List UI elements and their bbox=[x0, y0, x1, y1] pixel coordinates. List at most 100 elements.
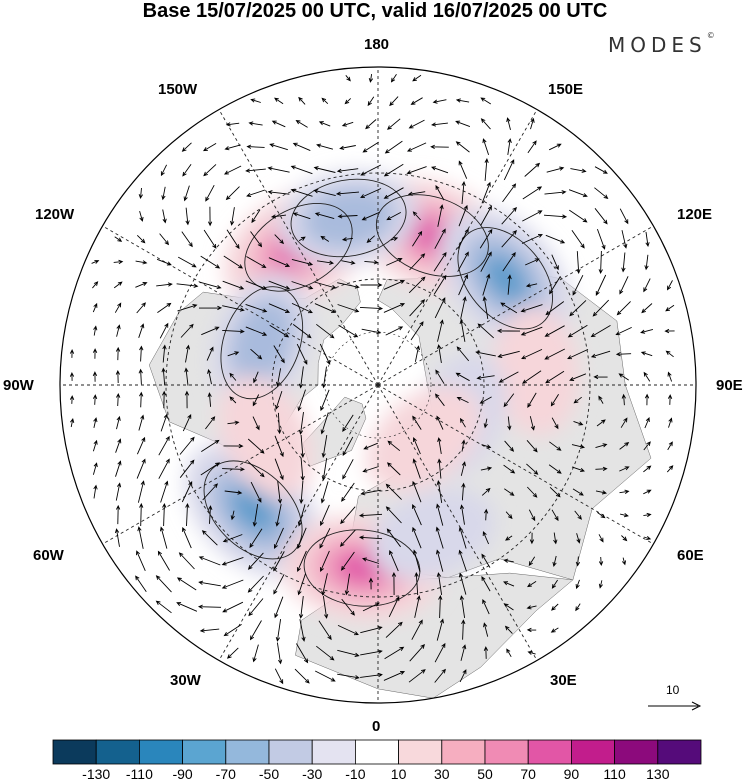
wind-arrow-334 bbox=[158, 435, 170, 456]
wind-arrow-485 bbox=[297, 573, 306, 596]
wind-arrow-306 bbox=[70, 417, 75, 428]
wind-arrow-237 bbox=[92, 348, 98, 359]
wind-arrow-182 bbox=[643, 278, 651, 293]
colorbar-swatch-13 bbox=[614, 739, 659, 765]
colorbar-swatch-9 bbox=[441, 739, 486, 765]
wind-arrow-499 bbox=[155, 600, 172, 614]
wind-arrow-109 bbox=[114, 236, 123, 242]
wind-arrow-107 bbox=[594, 208, 608, 225]
wind-arrow-304 bbox=[644, 393, 650, 406]
wind-arrow-175 bbox=[482, 273, 491, 296]
wind-arrow-176 bbox=[507, 274, 512, 295]
wind-arrow-115 bbox=[250, 231, 263, 248]
wind-arrow-214 bbox=[180, 323, 194, 338]
wind-arrow-160 bbox=[135, 282, 148, 288]
wind-arrow-23 bbox=[408, 119, 425, 129]
anomaly-core-4 bbox=[229, 297, 295, 388]
wind-arrow-427 bbox=[551, 509, 559, 522]
wind-arrow-413 bbox=[230, 510, 235, 521]
wind-arrow-5 bbox=[274, 97, 284, 105]
wind-arrow-416 bbox=[297, 504, 306, 527]
wind-arrow-497 bbox=[575, 579, 580, 590]
wind-arrow-452 bbox=[576, 533, 581, 544]
wind-arrow-378 bbox=[571, 466, 585, 473]
wind-arrow-144 bbox=[341, 260, 356, 265]
wind-arrow-148 bbox=[433, 251, 447, 272]
wind-arrow-117 bbox=[298, 236, 306, 242]
wind-arrow-415 bbox=[275, 504, 282, 527]
wind-arrow-457 bbox=[157, 550, 170, 571]
colorbar-swatch-5 bbox=[268, 739, 313, 765]
wind-arrow-504 bbox=[274, 596, 284, 619]
wind-arrow-157 bbox=[644, 254, 649, 271]
wind-arrow-467 bbox=[389, 549, 399, 572]
wind-arrow-493 bbox=[481, 575, 491, 592]
wind-arrow-495 bbox=[527, 581, 537, 588]
wind-arrow-137 bbox=[177, 256, 197, 268]
wind-arrow-379 bbox=[595, 466, 608, 471]
wind-arrow-345 bbox=[412, 437, 421, 455]
wind-arrow-190 bbox=[222, 305, 245, 312]
wind-arrow-376 bbox=[526, 463, 539, 475]
wind-arrow-156 bbox=[621, 252, 626, 273]
map-title: Base 15/07/2025 00 UTC, valid 16/07/2025… bbox=[142, 0, 608, 22]
wind-arrow-74 bbox=[313, 189, 336, 197]
wind-arrow-275 bbox=[498, 371, 519, 383]
wind-arrow-130 bbox=[596, 228, 606, 250]
wind-arrow-403 bbox=[549, 486, 561, 498]
wind-arrow-222 bbox=[361, 328, 382, 335]
colorbar-swatch-1 bbox=[95, 739, 140, 765]
wind-arrow-179 bbox=[572, 274, 584, 296]
wind-arrow-353 bbox=[595, 443, 608, 449]
wind-arrow-88 bbox=[162, 209, 167, 224]
wind-arrow-507 bbox=[341, 598, 355, 616]
wind-arrow-39 bbox=[406, 142, 427, 152]
anomaly-contour-lines bbox=[203, 178, 553, 607]
lon-label-30w: 30W bbox=[170, 672, 201, 689]
wind-arrow-356 bbox=[667, 441, 673, 451]
wind-arrow-412 bbox=[208, 505, 213, 524]
wind-arrow-180 bbox=[595, 274, 607, 296]
wind-arrow-50 bbox=[245, 168, 266, 173]
wind-arrow-547 bbox=[527, 650, 536, 655]
wind-arrow-505 bbox=[298, 596, 304, 619]
colorbar-swatch-3 bbox=[182, 739, 227, 765]
wind-arrow-470 bbox=[458, 549, 467, 572]
colorbar-tick-label: -90 bbox=[172, 766, 193, 782]
wind-arrow-523 bbox=[318, 620, 332, 641]
wind-arrow-476 bbox=[598, 556, 604, 567]
wind-arrow-36 bbox=[339, 145, 356, 150]
wind-arrow-426 bbox=[528, 509, 536, 522]
wind-arrow-210 bbox=[93, 325, 98, 336]
wind-arrow-15 bbox=[225, 122, 240, 127]
wind-arrow-225 bbox=[437, 319, 444, 342]
wind-arrow-194 bbox=[314, 303, 337, 314]
wind-arrow-266 bbox=[207, 368, 212, 385]
wind-arrow-300 bbox=[550, 394, 559, 407]
wind-arrow-322 bbox=[483, 418, 488, 429]
wind-arrow-44 bbox=[527, 140, 537, 154]
wind-arrow-381 bbox=[643, 465, 652, 473]
colorbar-swatch-11 bbox=[527, 739, 572, 765]
wind-arrow-540 bbox=[360, 649, 383, 656]
wind-arrow-532 bbox=[526, 627, 537, 633]
meridian-150 bbox=[377, 109, 538, 386]
wind-arrow-138 bbox=[200, 255, 221, 269]
wind-arrow-553 bbox=[383, 671, 406, 681]
wind-arrow-80 bbox=[461, 180, 466, 205]
wind-arrow-456 bbox=[136, 550, 146, 571]
wind-arrow-76 bbox=[360, 188, 382, 199]
wind-arrow-150 bbox=[480, 251, 492, 272]
wind-arrow-106 bbox=[569, 209, 588, 223]
wind-arrow-367 bbox=[321, 458, 328, 481]
wind-arrow-207 bbox=[616, 301, 631, 316]
wind-arrow-25 bbox=[455, 120, 471, 128]
wind-arrow-406 bbox=[619, 489, 630, 494]
wind-arrow-81 bbox=[481, 181, 491, 204]
wind-arrow-335 bbox=[179, 436, 195, 455]
wind-vectors bbox=[69, 73, 675, 685]
wind-arrow-431 bbox=[643, 512, 652, 518]
wind-arrow-192 bbox=[268, 303, 291, 313]
wind-arrow-389 bbox=[224, 490, 243, 495]
wind-arrow-319 bbox=[412, 415, 422, 430]
